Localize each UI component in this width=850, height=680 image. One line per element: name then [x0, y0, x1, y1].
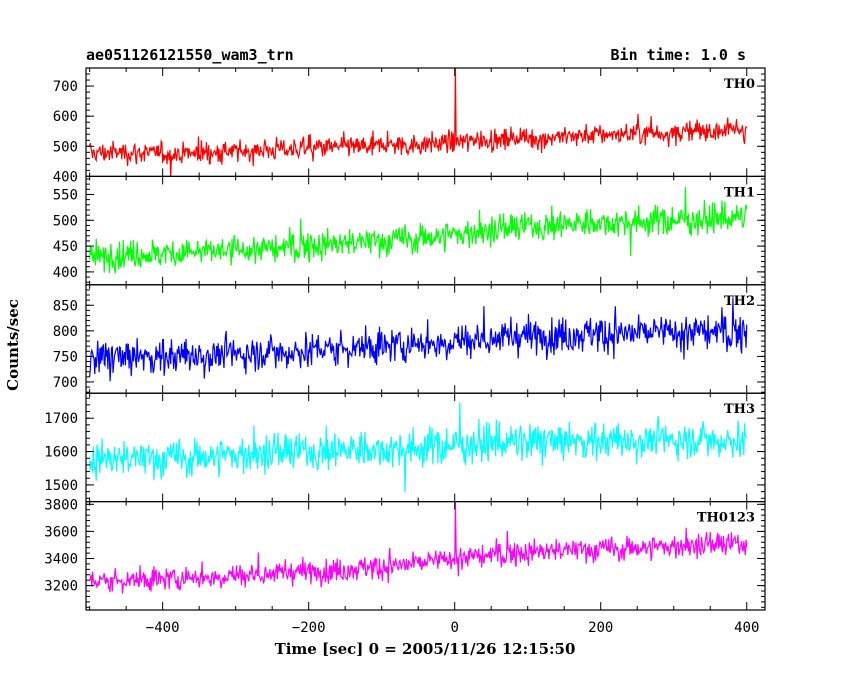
y-tick-label: 3400: [44, 552, 78, 568]
chart-title: ae051126121550_wam3_trn: [86, 46, 294, 64]
panel-th3: 1500 1600 1700 TH3: [44, 392, 766, 503]
y-tick-label: 1700: [44, 411, 78, 427]
y-tick-label: 3800: [44, 497, 78, 513]
x-tick-label: −400: [146, 620, 180, 636]
panel-th2: 700 750 800 850 TH2: [53, 284, 766, 394]
x-tick-label: 0: [450, 620, 458, 636]
panels-group: 400 500 600 700 TH0 400 450 500 550 TH1 700 750 800 8…: [44, 67, 766, 611]
panel-label-th3: TH3: [724, 402, 755, 417]
y-tick-label: 850: [53, 298, 78, 314]
y-tick-label: 600: [53, 109, 78, 125]
panel-th0123: 3200 3400 3600 3800 TH0123: [44, 497, 766, 611]
series-line-th1: [89, 186, 748, 274]
y-tick-label: 700: [53, 375, 78, 391]
x-axis: −400 −200 0 200 400: [146, 620, 760, 636]
panel-th1: 400 450 500 550 TH1: [53, 175, 766, 286]
series-line-th2: [89, 298, 748, 382]
bin-time-label: Bin time: 1.0 s: [611, 46, 746, 64]
y-tick-label: 3200: [44, 579, 78, 595]
y-tick-label: 1600: [44, 445, 78, 461]
y-tick-label: 550: [53, 187, 78, 203]
y-tick-label: 750: [53, 349, 78, 365]
y-tick-label: 700: [53, 79, 78, 95]
panel-label-th1: TH1: [724, 185, 755, 200]
x-tick-label: 400: [734, 620, 759, 636]
y-tick-label: 400: [53, 169, 78, 185]
y-tick-label: 800: [53, 324, 78, 340]
y-tick-label: 500: [53, 139, 78, 155]
x-axis-label: Time [sec] 0 = 2005/11/26 12:15:50: [275, 640, 576, 658]
panel-frame: [85, 67, 766, 178]
panel-th0: 400 500 600 700 TH0: [53, 67, 766, 185]
y-tick-label: 400: [53, 265, 78, 281]
y-tick-label: 3600: [44, 524, 78, 540]
series-line-th0: [89, 68, 748, 177]
y-tick-label: 500: [53, 213, 78, 229]
panel-label-th2: TH2: [724, 294, 755, 309]
y-tick-label: 450: [53, 239, 78, 255]
panel-label-th0: TH0: [724, 77, 755, 92]
series-line-th0123: [89, 501, 748, 594]
series-line-th3: [89, 402, 748, 493]
x-tick-label: −200: [292, 620, 326, 636]
y-tick-label: 1500: [44, 478, 78, 494]
panel-label-th0123: TH0123: [697, 511, 755, 526]
y-axis-label: Counts/sec: [4, 299, 22, 391]
panel-frame: [85, 501, 766, 611]
x-tick-label: 200: [588, 620, 613, 636]
